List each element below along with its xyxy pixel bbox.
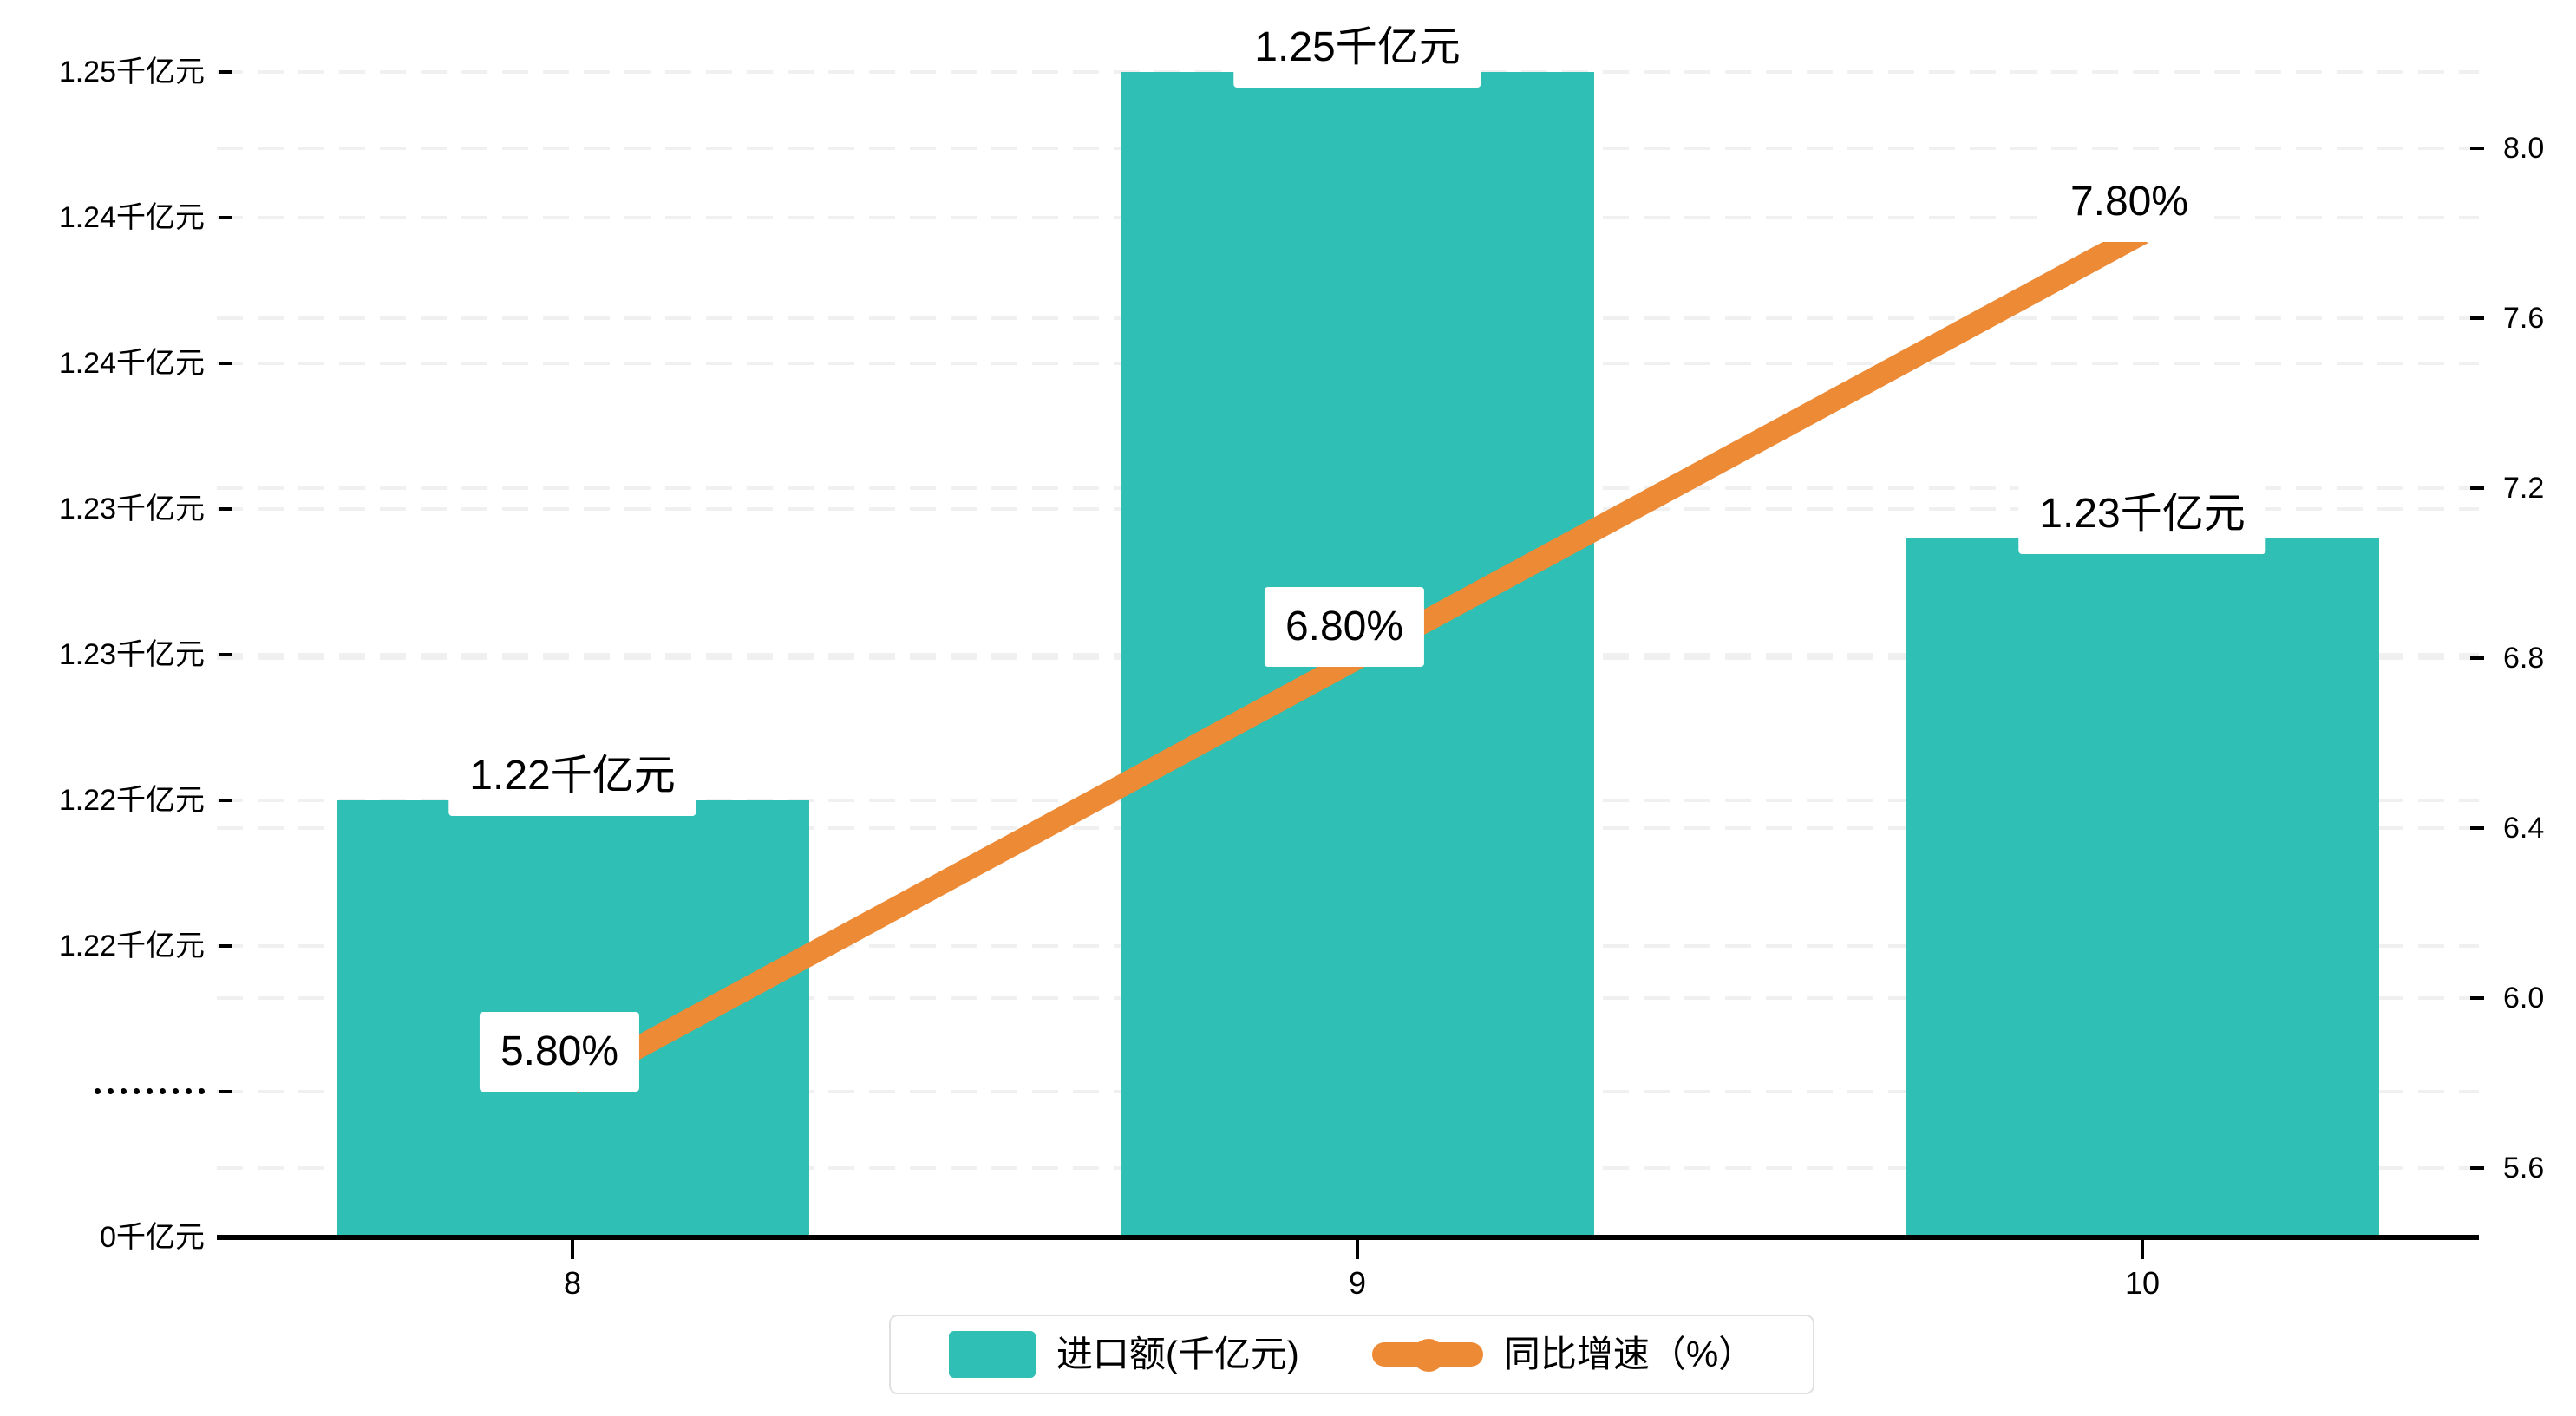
- y-axis-left-tick-6: [219, 944, 232, 948]
- y-axis-right-tick-2: [2470, 486, 2484, 490]
- bar-series-swatch-icon: [948, 1331, 1036, 1378]
- y-axis-left-tick-3: [219, 507, 232, 511]
- y-axis-right-tick-0: [2470, 147, 2484, 150]
- y-axis-left-label-5: 1.22千亿元: [58, 784, 205, 817]
- legend-imports-label: 进口额(千亿元): [1056, 1334, 1299, 1374]
- x-axis-label-month-9: 9: [1348, 1265, 1367, 1301]
- y-axis-right-label-2: 7.2: [2503, 472, 2545, 505]
- y-axis-right-tick-4: [2470, 826, 2484, 830]
- y-axis-left-tick-5: [219, 799, 232, 802]
- y-axis-right-label-5: 6.0: [2503, 982, 2545, 1015]
- y-axis-right-tick-6: [2470, 1166, 2484, 1170]
- x-axis-label-month-8: 8: [563, 1265, 582, 1301]
- y-axis-left-label-2: 1.24千亿元: [58, 347, 205, 380]
- y-axis-left-label-8: 0千亿元: [100, 1221, 205, 1254]
- x-axis-label-month-10: 10: [2124, 1265, 2161, 1301]
- y-axis-left-tick-0: [219, 70, 232, 74]
- y-axis-right-tick-1: [2470, 316, 2484, 320]
- y-axis-left-tick-1: [219, 216, 232, 219]
- x-axis-tick-10: [2141, 1240, 2144, 1259]
- y-axis-right-tick-5: [2470, 996, 2484, 1000]
- y-axis-left-tick-4: [219, 653, 232, 656]
- x-axis-line: [217, 1235, 2479, 1240]
- y-axis-left-tick-8: [219, 1236, 232, 1239]
- y-axis-right-label-6: 5.6: [2503, 1152, 2545, 1184]
- import-bar-month-10: [1906, 538, 2379, 1237]
- bar-value-label-month-10: 1.23千亿元: [2018, 473, 2266, 554]
- y-axis-right-label-3: 6.8: [2503, 642, 2545, 675]
- y-axis-left-label-3: 1.23千亿元: [58, 493, 205, 525]
- x-axis-tick-8: [571, 1240, 574, 1259]
- y-axis-left-tick-7: [219, 1090, 232, 1093]
- y-axis-right-label-0: 8.0: [2503, 132, 2545, 165]
- y-axis-left-label-6: 1.22千亿元: [58, 930, 205, 962]
- axis-break-dots: [95, 1088, 205, 1094]
- y-axis-left-label-1: 1.24千亿元: [58, 201, 205, 234]
- growth-value-label-month-8: 5.80%: [479, 1012, 640, 1092]
- y-axis-right-label-4: 6.4: [2503, 812, 2545, 845]
- growth-value-label-month-9: 6.80%: [1264, 587, 1425, 667]
- x-axis-tick-9: [1356, 1240, 1359, 1259]
- legend-growth-label: 同比增速（%）: [1503, 1334, 1755, 1374]
- legend-item-growth[interactable]: 同比增速（%）: [1371, 1331, 1755, 1378]
- growth-value-label-month-10: 7.80%: [2049, 162, 2210, 242]
- bar-value-label-month-9: 1.25千亿元: [1233, 8, 1481, 88]
- y-axis-right-label-1: 7.6: [2503, 302, 2545, 335]
- bar-value-label-month-8: 1.22千亿元: [448, 736, 696, 816]
- line-series-swatch-icon: [1371, 1331, 1483, 1378]
- y-axis-left-label-4: 1.23千亿元: [58, 638, 205, 671]
- y-axis-left-label-0: 1.25千亿元: [58, 55, 205, 88]
- y-axis-left-tick-2: [219, 362, 232, 365]
- y-axis-right-tick-3: [2470, 656, 2484, 660]
- legend-item-imports[interactable]: 进口额(千亿元): [948, 1331, 1299, 1378]
- legend: 进口额(千亿元) 同比增速（%）: [889, 1315, 1814, 1394]
